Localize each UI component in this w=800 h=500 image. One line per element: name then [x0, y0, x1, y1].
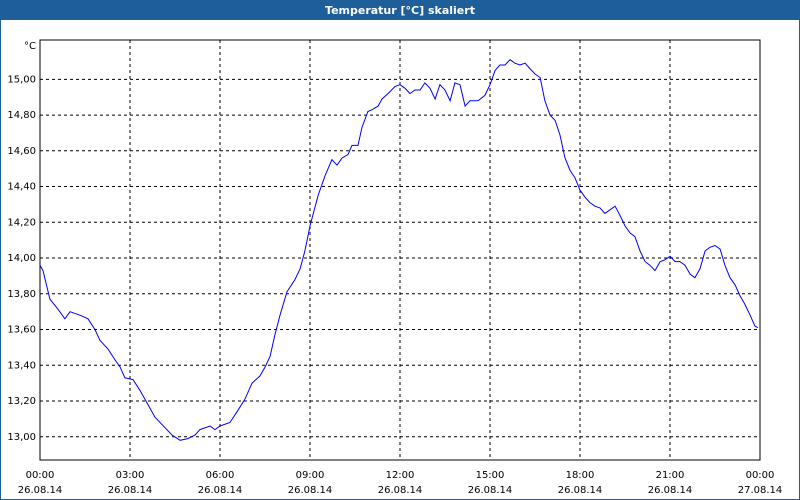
y-tick-label: 13,00 [7, 432, 36, 443]
y-tick-label: 14,80 [7, 110, 36, 121]
x-tick-label: 21:00 [656, 470, 685, 481]
y-tick-label: 14,00 [7, 253, 36, 264]
x-tick-label: 00:00 [26, 470, 55, 481]
x-tick-date: 26.08.14 [468, 485, 513, 496]
x-tick-date: 26.08.14 [378, 485, 423, 496]
x-tick-label: 00:00 [746, 470, 775, 481]
y-tick-label: 14,40 [7, 182, 36, 193]
title-bar [0, 0, 800, 20]
y-tick-label: 13,80 [7, 289, 36, 300]
x-tick-date: 26.08.14 [288, 485, 333, 496]
chart-title: Temperatur [°C] skaliert [325, 4, 475, 17]
x-tick-date: 26.08.14 [558, 485, 603, 496]
x-tick-label: 18:00 [566, 470, 595, 481]
y-axis-unit: °C [24, 41, 36, 52]
x-tick-label: 09:00 [296, 470, 325, 481]
y-tick-label: 13,60 [7, 325, 36, 336]
x-tick-date: 26.08.14 [198, 485, 243, 496]
x-tick-label: 12:00 [386, 470, 415, 481]
y-tick-label: 15,00 [7, 74, 36, 85]
temperature-line [39, 59, 759, 441]
x-tick-label: 03:00 [116, 470, 145, 481]
x-tick-label: 06:00 [206, 470, 235, 481]
y-tick-label: 13,20 [7, 396, 36, 407]
x-tick-label: 15:00 [476, 470, 505, 481]
y-tick-label: 13,40 [7, 360, 36, 371]
x-tick-date: 27.08.14 [738, 485, 783, 496]
y-tick-label: 14,60 [7, 146, 36, 157]
x-tick-date: 26.08.14 [108, 485, 153, 496]
x-tick-date: 26.08.14 [648, 485, 693, 496]
y-tick-label: 14,20 [7, 217, 36, 228]
x-tick-date: 26.08.14 [18, 485, 63, 496]
